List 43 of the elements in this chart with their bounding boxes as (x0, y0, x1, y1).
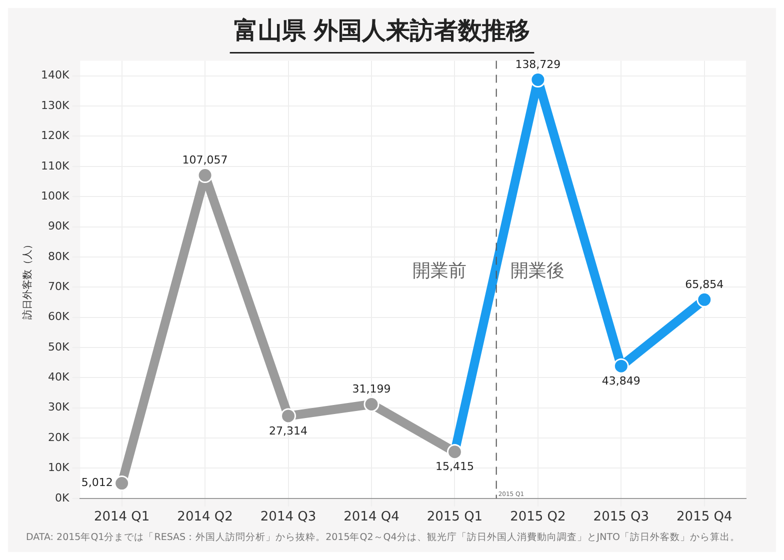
x-tick-label: 2015 Q1 (426, 510, 483, 525)
y-tick-label: 40K (48, 370, 70, 384)
y-tick-label: 80K (48, 250, 70, 263)
point (613, 358, 629, 374)
data-label: 27,314 (269, 424, 308, 438)
annotation: 開業前 (412, 260, 466, 282)
text: DATA: 2015年Q1分までは「RESAS：外国人訪問分析」から抜粋。2015年Q2～Q4分は、観光庁「訪日外国人消費動向調査」とJNTO「訪日外客数」から算出。 (25, 531, 741, 545)
point (197, 168, 213, 184)
y-tick-label: 140K (40, 68, 70, 82)
data-label: 31,199 (352, 382, 391, 396)
chart-title: 富山県 外国人来訪者数推移 (234, 16, 530, 45)
y-tick-label: 20K (48, 430, 70, 444)
annotation: 開業後 (510, 260, 564, 282)
y-axis-title: 訪日外客数（人） (22, 240, 34, 320)
y-tick-label: 130K (40, 98, 70, 112)
y-tick-label: 30K (48, 400, 70, 414)
point (364, 396, 380, 412)
point (280, 408, 296, 424)
x-tick-label: 2014 Q4 (344, 510, 400, 525)
y-tick-label: 100K (40, 189, 70, 202)
y-tick-label: 120K (40, 129, 70, 142)
x-tick-label: 2015 Q4 (676, 510, 732, 525)
y-tick-label: 0K (54, 491, 70, 504)
data-label: 43,849 (602, 374, 640, 388)
point (696, 292, 712, 308)
data-label: 5,012 (81, 476, 113, 490)
point (114, 476, 130, 492)
data-label: 107,057 (182, 154, 228, 167)
x-tick-label: 2014 Q3 (260, 510, 316, 525)
data-label: 15,415 (435, 460, 474, 474)
y-tick-label: 60K (48, 310, 70, 324)
data-label: 138,729 (515, 58, 561, 72)
x-tick-label: 2015 Q3 (593, 510, 650, 525)
x-tick-label: 2014 Q2 (177, 510, 233, 525)
y-tick-label: 90K (48, 220, 70, 233)
y-tick-label: 10K (48, 461, 70, 474)
point (530, 72, 546, 88)
y-tick-label: 50K (48, 340, 70, 354)
data-label: 65,854 (685, 278, 724, 292)
x-tick-label: 2015 Q2 (510, 510, 566, 525)
y-tick-label: 110K (40, 159, 70, 172)
y-tick-label: 70K (48, 280, 70, 294)
x-tick-label: 2014 Q1 (94, 510, 150, 525)
